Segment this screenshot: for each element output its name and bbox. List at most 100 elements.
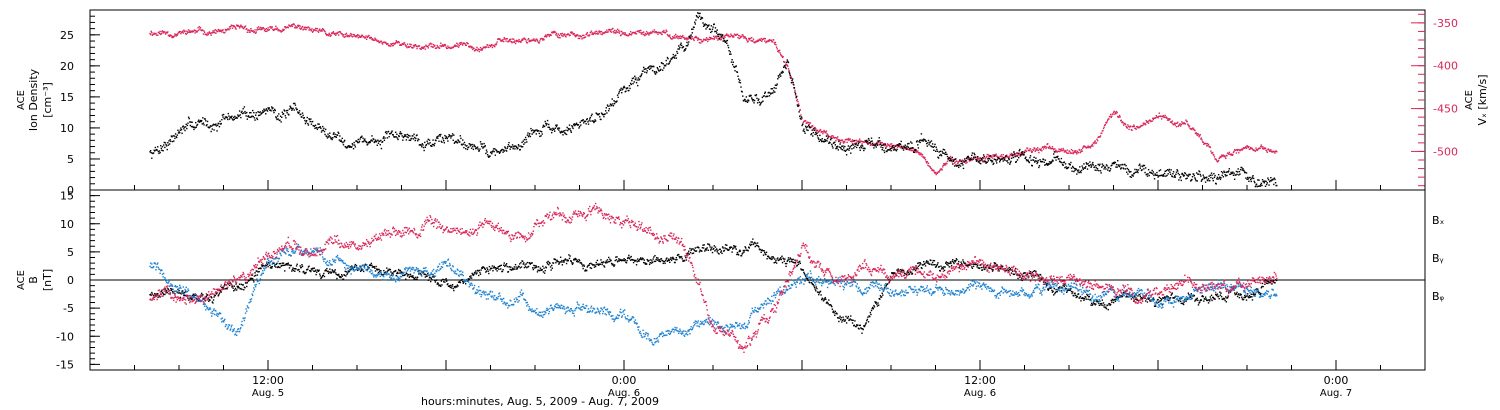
velocity-point: [804, 120, 807, 122]
velocity-point: [1254, 150, 1257, 152]
velocity-point: [447, 45, 449, 47]
velocity-point: [787, 68, 790, 70]
bx-point: [414, 279, 416, 281]
velocity-point: [173, 35, 176, 37]
velocity-point: [363, 36, 365, 38]
density-point: [167, 144, 170, 146]
density-point: [179, 132, 181, 134]
velocity-point: [1180, 123, 1182, 126]
bx-point: [389, 268, 392, 271]
velocity-point: [262, 27, 265, 29]
density-point: [1135, 171, 1137, 173]
density-point: [173, 140, 175, 142]
velocity-point: [1064, 150, 1067, 152]
bottom-left-tick-label: 0: [67, 274, 74, 287]
velocity-point: [265, 30, 267, 33]
density-point: [1239, 168, 1242, 171]
bx-point: [514, 263, 517, 266]
bx-point: [663, 260, 666, 263]
velocity-point: [503, 36, 505, 39]
bx-point: [191, 298, 193, 300]
velocity-point: [774, 43, 776, 45]
velocity-point: [1033, 147, 1035, 149]
velocity-point: [368, 34, 370, 37]
density-point: [161, 149, 163, 151]
velocity-point: [346, 34, 348, 36]
velocity-point: [1062, 147, 1064, 150]
velocity-point: [593, 32, 596, 35]
velocity-point: [1222, 154, 1225, 156]
bx-point: [245, 282, 247, 284]
bottom-left-tick-label: 15: [60, 190, 74, 203]
bx-point: [456, 284, 459, 286]
velocity-point: [361, 34, 364, 37]
velocity-point: [173, 35, 175, 38]
bx-point: [311, 269, 313, 271]
density-point: [1052, 160, 1054, 162]
density-point: [240, 111, 243, 114]
velocity-point: [644, 34, 646, 37]
density-point: [1134, 168, 1136, 171]
bx-point: [282, 262, 285, 264]
velocity-point: [1058, 148, 1060, 150]
density-point: [450, 137, 452, 139]
bx-point: [510, 266, 512, 268]
density-point: [470, 144, 472, 146]
velocity-point: [1020, 154, 1023, 156]
density-point: [933, 145, 936, 148]
density-point: [1098, 164, 1101, 167]
velocity-point: [380, 40, 383, 42]
density-point: [1131, 174, 1134, 176]
density-point: [1236, 173, 1238, 176]
velocity-point: [509, 40, 511, 42]
velocity-point: [185, 33, 187, 35]
density-point: [224, 118, 226, 120]
density-point: [439, 135, 441, 137]
density-point: [1152, 171, 1155, 173]
density-point: [169, 139, 171, 141]
density-point: [720, 36, 723, 38]
density-point: [1090, 166, 1092, 169]
velocity-point: [525, 40, 527, 42]
density-point: [377, 142, 380, 144]
velocity-point: [560, 33, 562, 35]
density-point: [268, 108, 270, 110]
density-point: [933, 149, 935, 151]
bx-point: [395, 274, 397, 277]
velocity-point: [912, 149, 914, 152]
density-point: [543, 125, 546, 128]
density-point: [1101, 163, 1104, 165]
velocity-point: [151, 32, 153, 34]
velocity-point: [513, 38, 515, 40]
velocity-point: [752, 40, 754, 42]
velocity-point: [716, 35, 718, 38]
density-point: [1053, 156, 1055, 159]
velocity-point: [257, 28, 259, 31]
bx-point: [502, 268, 504, 271]
velocity-point: [171, 35, 174, 38]
velocity-point: [526, 42, 529, 44]
bx-point: [629, 256, 631, 259]
density-point: [422, 144, 424, 146]
velocity-point: [1128, 126, 1131, 128]
bx-point: [666, 257, 668, 259]
bx-point: [454, 286, 456, 289]
velocity-point: [708, 36, 711, 39]
velocity-point: [287, 26, 289, 29]
velocity-point: [1130, 125, 1132, 128]
velocity-point: [810, 126, 813, 128]
velocity-point: [601, 33, 603, 36]
density-point: [540, 131, 543, 133]
velocity-point: [1112, 111, 1115, 114]
bx-point: [695, 250, 698, 252]
density-point: [902, 149, 905, 151]
density-point: [975, 160, 978, 162]
bx-point: [408, 276, 411, 279]
density-point: [718, 33, 720, 35]
density-point: [965, 160, 967, 162]
density-point: [1109, 169, 1111, 172]
bx-point: [329, 268, 331, 270]
bx-point: [715, 248, 718, 250]
density-point: [442, 138, 444, 140]
density-point: [593, 120, 596, 123]
